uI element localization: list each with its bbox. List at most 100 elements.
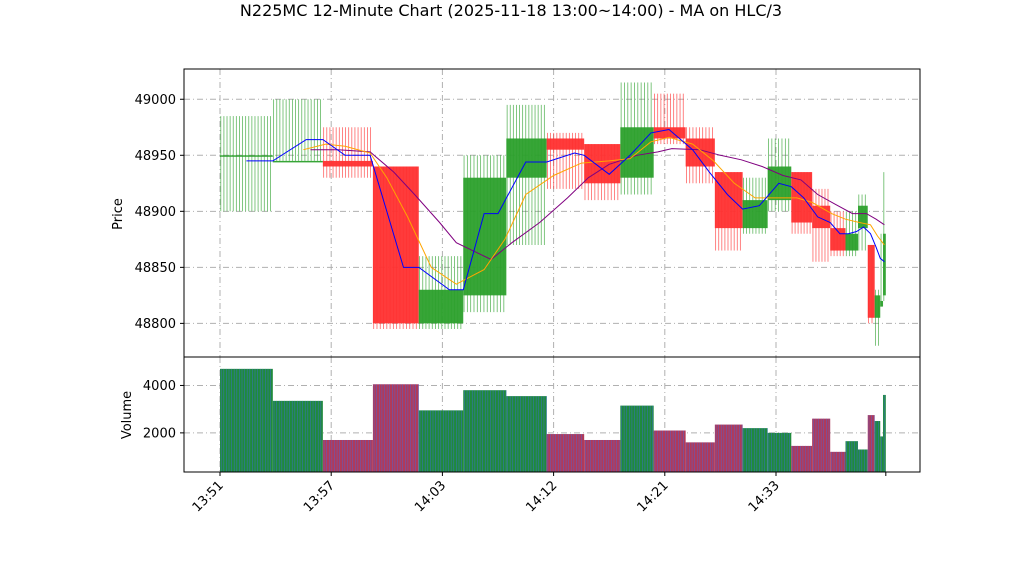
volume-bar <box>463 390 507 472</box>
ma-short-line <box>246 128 885 291</box>
candle-body <box>220 155 273 157</box>
x-tick-label: 13:57 <box>301 478 338 515</box>
volume-bar <box>858 449 868 472</box>
volume-bar-body <box>742 428 768 472</box>
volume-bar-body <box>546 434 585 472</box>
volume-bar-body <box>830 451 846 472</box>
candle-body <box>272 160 323 163</box>
x-tick-label: 13:51 <box>190 478 227 515</box>
volume-bar <box>220 368 273 472</box>
volume-bar <box>653 430 686 472</box>
candle <box>714 172 743 251</box>
moving-average-lines <box>246 128 885 291</box>
volume-bar-body <box>506 396 547 472</box>
volume-bar <box>880 436 884 472</box>
chart-title: N225MC 12-Minute Chart (2025-11-18 13:00… <box>240 1 782 20</box>
price-y-ticks: 48800 48850 48900 48950 49000 <box>135 93 184 332</box>
volume-bar-body <box>791 445 813 472</box>
volume-bar-body <box>220 368 273 472</box>
price-tick-label: 48950 <box>135 149 176 164</box>
volume-bar <box>883 394 886 472</box>
volume-bar <box>372 384 419 472</box>
volume-y-axis-label: Volume <box>120 391 135 439</box>
volume-bar <box>418 410 464 472</box>
price-tick-label: 49000 <box>135 93 176 108</box>
x-tick-label: 14:33 <box>746 478 783 515</box>
candle-body <box>742 200 768 229</box>
candle <box>272 99 323 163</box>
candle-body <box>322 160 373 167</box>
candle <box>874 289 881 346</box>
volume-bar <box>685 442 715 472</box>
volume-bars <box>220 368 886 472</box>
volume-bar <box>714 424 743 472</box>
candle <box>322 127 373 178</box>
volume-bar-body <box>372 384 419 472</box>
volume-bar <box>767 432 792 472</box>
volume-bar <box>322 439 373 472</box>
candle-body <box>546 138 585 150</box>
candle <box>418 256 464 329</box>
x-tick-label: 14:21 <box>635 478 672 515</box>
candle <box>858 194 868 251</box>
volume-bar-body <box>858 449 868 472</box>
candle-body <box>880 300 884 307</box>
volume-bar <box>845 441 859 472</box>
candle <box>463 155 507 313</box>
volume-y-ticks: 2000 4000 <box>143 379 184 441</box>
price-tick-label: 48850 <box>135 261 176 276</box>
volume-bar <box>791 445 813 472</box>
volume-bar <box>272 400 323 472</box>
ma-mid-line <box>303 136 885 285</box>
candle-body <box>653 127 686 139</box>
volume-tick-label: 2000 <box>143 426 176 441</box>
candle-body <box>845 233 859 251</box>
price-panel: 48800 48850 48900 48950 49000 Price <box>111 68 921 358</box>
volume-bar <box>830 451 846 472</box>
x-axis-ticks: 13:51 13:57 14:03 14:12 14:21 14:33 <box>190 472 887 515</box>
candle-body <box>506 138 547 178</box>
candle-body <box>463 177 507 296</box>
price-tick-label: 48900 <box>135 205 176 220</box>
volume-tick-label: 4000 <box>143 379 176 394</box>
volume-bar <box>867 415 875 472</box>
candle <box>653 93 686 145</box>
candle <box>220 116 273 212</box>
volume-bar-body <box>874 421 881 472</box>
candle-body <box>867 244 875 318</box>
candle-body <box>883 233 886 296</box>
candle <box>372 166 419 329</box>
candle-body <box>791 172 813 223</box>
volume-bar-body <box>867 415 875 472</box>
candle-body <box>372 166 419 324</box>
volume-bar-body <box>584 439 621 472</box>
candle-body <box>418 289 464 324</box>
price-tick-label: 48800 <box>135 317 176 332</box>
candle-body <box>858 205 868 229</box>
volume-bar <box>742 428 768 472</box>
candle-body <box>714 172 743 229</box>
volume-plot-frame <box>183 356 921 473</box>
candle <box>830 211 846 257</box>
candle <box>867 244 875 324</box>
candle <box>812 188 831 262</box>
x-tick-label: 14:03 <box>412 478 449 515</box>
volume-bar <box>874 421 881 472</box>
candle <box>880 233 884 307</box>
price-candles <box>220 82 886 346</box>
candle <box>506 104 547 245</box>
volume-panel: 2000 4000 Volume <box>120 356 921 473</box>
volume-bar-body <box>272 400 323 472</box>
volume-bar-body <box>653 430 686 472</box>
volume-bar-body <box>322 439 373 472</box>
volume-bar <box>506 396 547 472</box>
candle <box>685 127 715 184</box>
volume-bar-body <box>463 390 507 472</box>
candle-body <box>874 295 881 318</box>
ma-long-line <box>310 148 885 261</box>
candle-body <box>812 205 831 229</box>
volume-bar <box>812 418 831 472</box>
volume-bar <box>584 439 621 472</box>
